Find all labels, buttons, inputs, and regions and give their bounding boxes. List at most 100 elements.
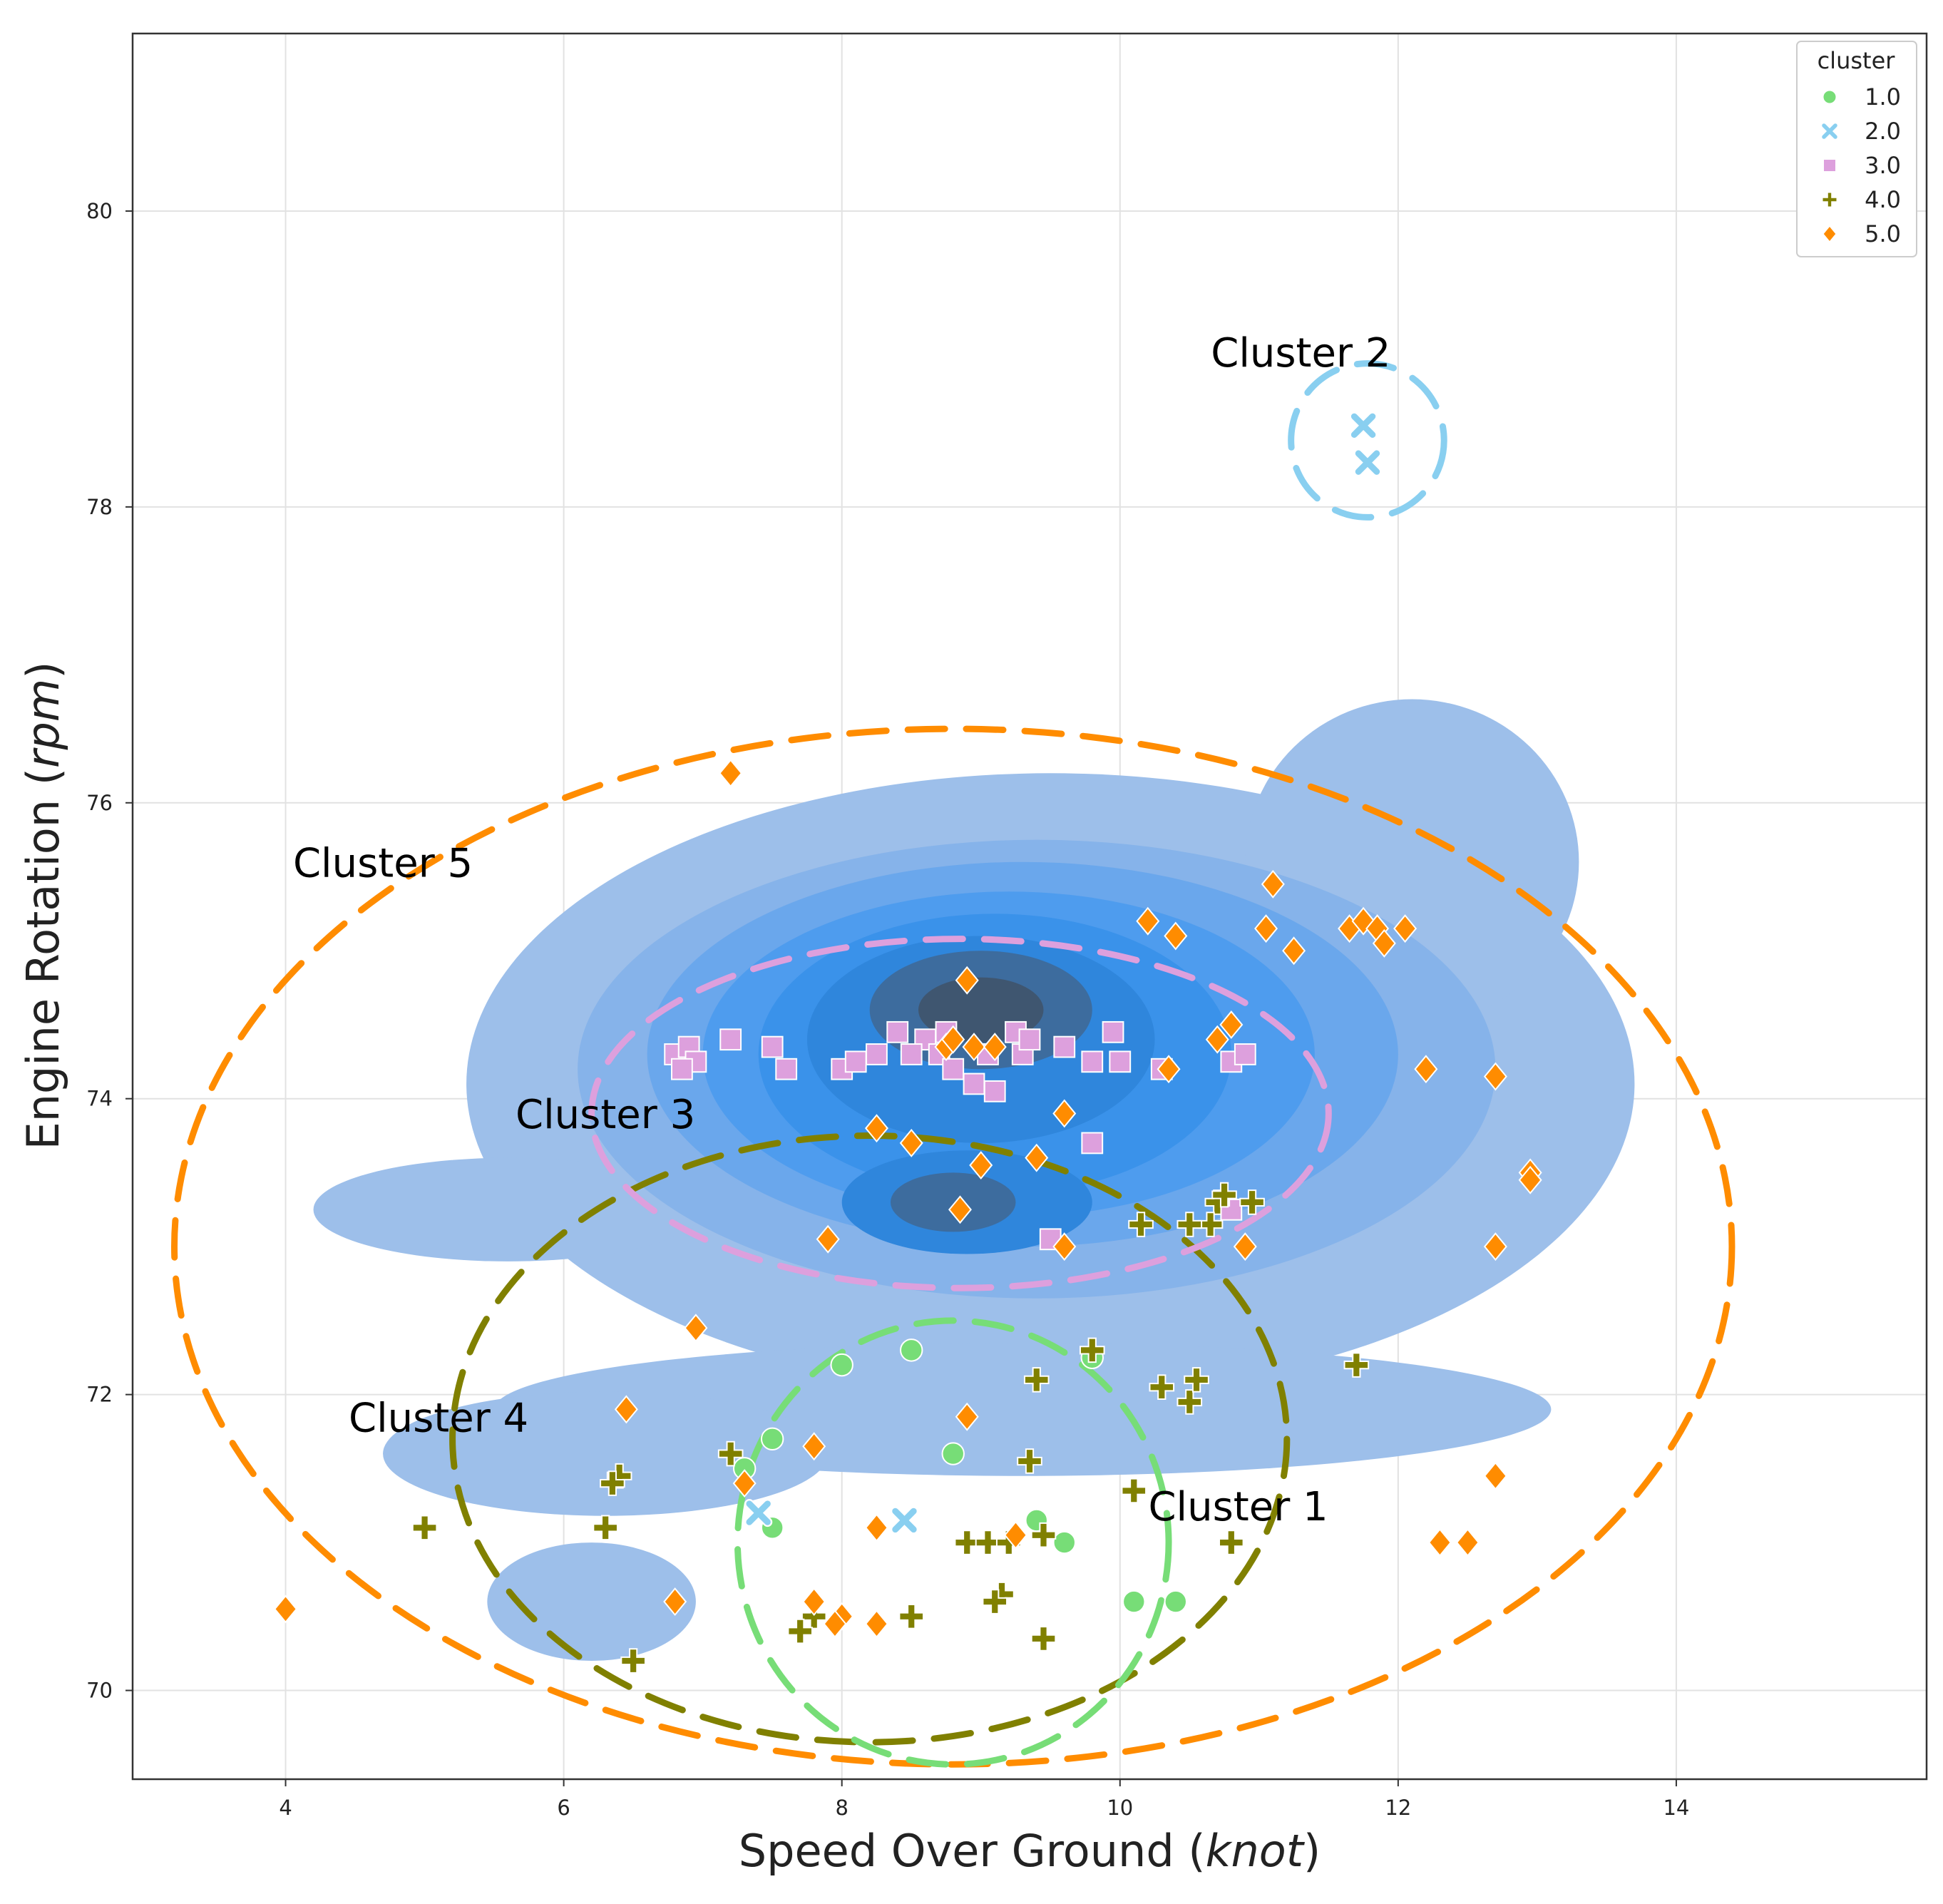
- axis-ticks: 4 6 8 10 12 14 70 72 74 76 78 80: [86, 199, 1689, 1820]
- point-cluster-5.0: [1414, 1055, 1438, 1084]
- y-axis-title: Engine Rotation (rpm): [17, 662, 69, 1150]
- point-cluster-3.0: [844, 1050, 867, 1073]
- point-cluster-4.0: [411, 1515, 438, 1541]
- point-cluster-1.0: [900, 1339, 923, 1362]
- point-cluster-4.0: [989, 1581, 1015, 1607]
- point-cluster-5.0: [1518, 1165, 1542, 1194]
- point-cluster-1.0: [1052, 1530, 1076, 1555]
- point-cluster-3.0: [761, 1035, 784, 1058]
- point-cluster-3.0: [1081, 1132, 1104, 1155]
- point-cluster-3.0: [1234, 1043, 1256, 1065]
- annotation-cluster-label: Cluster 1: [1148, 1484, 1328, 1530]
- point-cluster-1.0: [830, 1353, 853, 1377]
- point-cluster-5.0: [1254, 914, 1278, 943]
- point-cluster-1.0: [941, 1442, 965, 1465]
- point-cluster-4.0: [1030, 1522, 1057, 1548]
- point-cluster-5.0: [1372, 928, 1396, 958]
- legend-marker-2.0: [1820, 122, 1839, 140]
- point-cluster-4.0: [898, 1604, 925, 1629]
- point-cluster-5.0: [969, 1151, 993, 1180]
- point-cluster-2.0-stroke: [1355, 450, 1380, 475]
- point-cluster-5.0: [1393, 914, 1417, 943]
- x-tick-label: 4: [279, 1796, 292, 1820]
- point-cluster-4.0: [717, 1440, 744, 1467]
- point-cluster-5.0: [864, 1114, 888, 1143]
- point-cluster-3.0: [1109, 1050, 1132, 1073]
- point-cluster-2.0: [890, 1506, 919, 1535]
- point-cluster-5.0: [983, 1033, 1007, 1062]
- point-cluster-3.0: [983, 1080, 1006, 1102]
- y-axis-title-end: ): [17, 662, 69, 679]
- point-cluster-2.0: [744, 1498, 773, 1527]
- point-cluster-5.0: [1004, 1520, 1027, 1550]
- point-cluster-2.0: [1349, 411, 1378, 440]
- legend-title: cluster: [1818, 47, 1896, 74]
- point-cluster-5.0: [684, 1314, 708, 1343]
- point-cluster-4.0: [1017, 1448, 1042, 1474]
- legend-label: 3.0: [1865, 152, 1901, 179]
- legend-entries: 1.0 2.0 3.0 4.0 5.0: [1820, 83, 1901, 247]
- point-cluster-5.0: [1233, 1232, 1257, 1261]
- series-4.0: [411, 1182, 1370, 1674]
- point-cluster-3.0: [1081, 1050, 1104, 1073]
- x-axis-title-end: ): [1303, 1825, 1321, 1877]
- point-cluster-5.0: [1219, 1010, 1244, 1039]
- cluster-3-outline: [588, 936, 1332, 1291]
- point-cluster-5.0: [1157, 1055, 1181, 1084]
- point-cluster-3.0: [671, 1058, 693, 1080]
- point-cluster-2.0: [1353, 449, 1382, 477]
- point-cluster-5.0: [1483, 1461, 1507, 1490]
- point-cluster-5.0: [1282, 936, 1306, 966]
- y-axis-title-main: Engine Rotation (: [17, 768, 69, 1150]
- point-cluster-5.0: [1052, 1099, 1077, 1128]
- point-cluster-3.0: [866, 1043, 888, 1065]
- point-cluster-3.0: [900, 1043, 923, 1065]
- point-cluster-3.0: [1018, 1028, 1041, 1051]
- point-cluster-5.0: [663, 1587, 687, 1617]
- point-cluster-3.0: [775, 1058, 798, 1080]
- point-cluster-4.0: [1128, 1212, 1154, 1237]
- y-tick-label: 70: [86, 1679, 113, 1703]
- point-cluster-4.0: [1211, 1182, 1237, 1208]
- legend-label: 4.0: [1865, 186, 1901, 213]
- point-cluster-3.0: [963, 1073, 985, 1095]
- y-tick-label: 76: [86, 791, 113, 815]
- point-cluster-5.0: [274, 1595, 298, 1624]
- legend-label: 1.0: [1865, 83, 1901, 111]
- point-cluster-4.0: [593, 1515, 618, 1541]
- point-cluster-3.0: [1102, 1020, 1124, 1043]
- density-level-7: [890, 1172, 1016, 1232]
- x-tick-label: 14: [1663, 1796, 1689, 1820]
- point-cluster-5.0: [614, 1395, 638, 1424]
- point-cluster-5.0: [962, 1033, 986, 1062]
- point-cluster-4.0: [620, 1648, 646, 1674]
- point-cluster-5.0: [1483, 1062, 1507, 1091]
- point-cluster-5.0: [1025, 1143, 1049, 1172]
- x-tick-label: 10: [1107, 1796, 1133, 1820]
- point-cluster-4.0: [1176, 1212, 1203, 1237]
- point-cluster-4.0: [954, 1530, 980, 1555]
- point-cluster-4.0: [1343, 1352, 1370, 1378]
- annotation-cluster-label: Cluster 4: [349, 1395, 528, 1441]
- cluster-5-outline: [171, 725, 1736, 1768]
- point-cluster-4.0: [1149, 1374, 1175, 1401]
- point-cluster-4.0: [1121, 1478, 1147, 1504]
- point-cluster-4.0: [600, 1470, 625, 1496]
- point-cluster-5.0: [802, 1587, 826, 1617]
- cluster-1-outline: [734, 1317, 1172, 1768]
- plot-frame: [131, 32, 1928, 1781]
- x-axis-title-unit: knot: [1206, 1825, 1306, 1877]
- point-cluster-3.0: [719, 1028, 742, 1051]
- point-cluster-4.0: [982, 1589, 1008, 1614]
- point-cluster-2.0-stroke: [746, 1500, 771, 1525]
- point-cluster-4.0: [975, 1530, 1001, 1555]
- x-tick-label: 12: [1385, 1796, 1411, 1820]
- cluster-outlines: [171, 360, 1736, 1768]
- point-cluster-5.0: [1164, 921, 1188, 951]
- point-cluster-5.0: [941, 1025, 965, 1054]
- point-cluster-5.0: [955, 1402, 979, 1431]
- point-cluster-5.0: [1205, 1025, 1229, 1054]
- y-tick-label: 78: [86, 495, 113, 519]
- legend-marker-2.0-stroke: [1822, 123, 1837, 139]
